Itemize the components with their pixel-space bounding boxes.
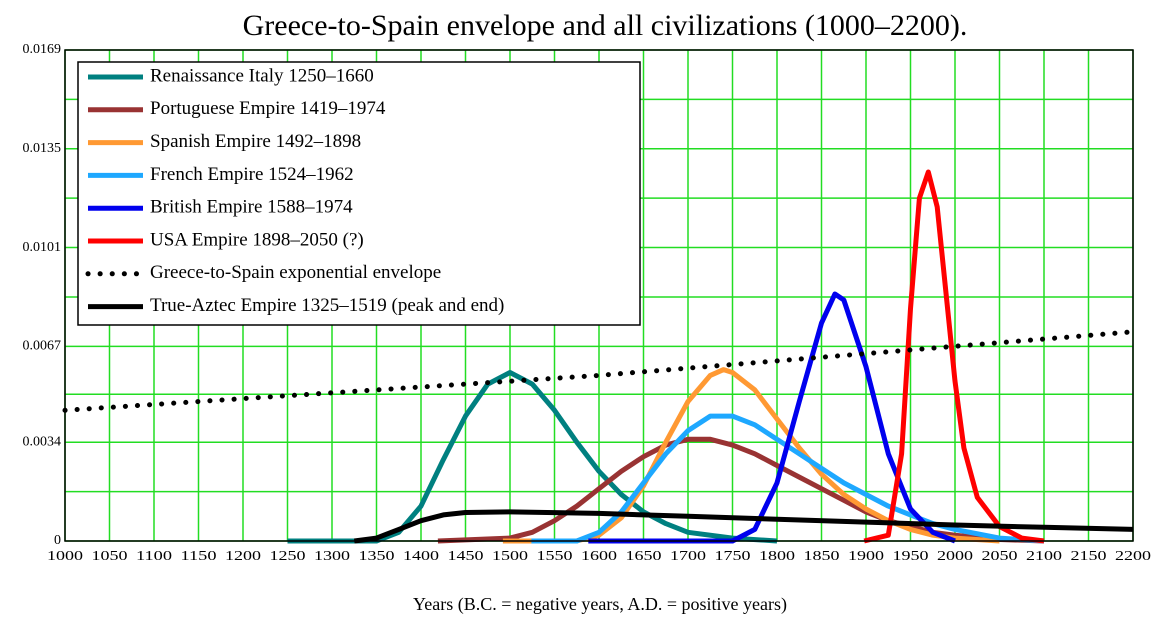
series-line <box>437 436 1045 544</box>
x-tick-label: 1150 <box>181 549 217 564</box>
series-line <box>502 367 1000 544</box>
y-tick-label: 0.0101 <box>23 240 62 255</box>
x-tick-label: 2100 <box>1026 549 1062 564</box>
legend-label: USA Empire 1898–2050 (?) <box>150 229 364 250</box>
x-tick-label: 1550 <box>537 549 573 564</box>
series-line <box>588 291 956 544</box>
x-tick-label: 1050 <box>92 549 128 564</box>
legend-label: French Empire 1524–1962 <box>150 164 354 185</box>
x-tick-label: 1600 <box>581 549 617 564</box>
y-tick-label: 0.0034 <box>23 434 62 449</box>
x-tick-label: 1400 <box>403 549 439 564</box>
x-tick-label: 1700 <box>670 549 706 564</box>
legend-label: True-Aztec Empire 1325–1519 (peak and en… <box>150 295 504 316</box>
legend-label: Spanish Empire 1492–1898 <box>150 131 361 152</box>
x-tick-label: 1100 <box>136 549 172 564</box>
x-axis-label: Years (B.C. = negative years, A.D. = pos… <box>413 594 787 615</box>
x-tick-label: 2150 <box>1071 549 1107 564</box>
legend-label: Greece-to-Spain exponential envelope <box>150 262 441 283</box>
x-tick-label: 1200 <box>225 549 261 564</box>
y-tick-label: 0.0135 <box>23 141 62 156</box>
legend: Renaissance Italy 1250–1660 Portuguese Em… <box>77 61 641 326</box>
x-tick-label: 1950 <box>893 549 929 564</box>
x-tick-label: 2000 <box>937 549 973 564</box>
x-tick-label: 1250 <box>270 549 306 564</box>
legend-label: Renaissance Italy 1250–1660 <box>150 65 374 86</box>
x-tick-label: 1350 <box>359 549 395 564</box>
series-line <box>863 169 1045 544</box>
series-line <box>353 509 1134 544</box>
x-tick-label: 1850 <box>804 549 840 564</box>
legend-label: Portuguese Empire 1419–1974 <box>150 98 386 119</box>
x-tick-label: 2200 <box>1115 549 1151 564</box>
x-tick-label: 2050 <box>982 549 1018 564</box>
y-tick-label: 0.0169 <box>23 42 62 57</box>
series-line <box>287 370 778 544</box>
x-tick-label: 1750 <box>715 549 751 564</box>
legend-box <box>77 61 641 326</box>
x-tick-label: 1500 <box>492 549 528 564</box>
plot-frame <box>64 49 1134 542</box>
y-tick-label: 0.0067 <box>23 339 62 354</box>
series-line <box>531 413 1045 544</box>
x-tick-label: 1800 <box>759 549 795 564</box>
x-tick-label: 1300 <box>314 549 350 564</box>
x-tick-label: 1450 <box>448 549 484 564</box>
legend-label: British Empire 1588–1974 <box>150 197 353 218</box>
x-tick-label: 1900 <box>848 549 884 564</box>
y-tick-label: 0 <box>54 533 61 548</box>
x-tick-label: 1000 <box>47 549 83 564</box>
x-tick-label: 1650 <box>626 549 662 564</box>
chart-title: Greece-to-Spain envelope and all civiliz… <box>243 9 968 42</box>
